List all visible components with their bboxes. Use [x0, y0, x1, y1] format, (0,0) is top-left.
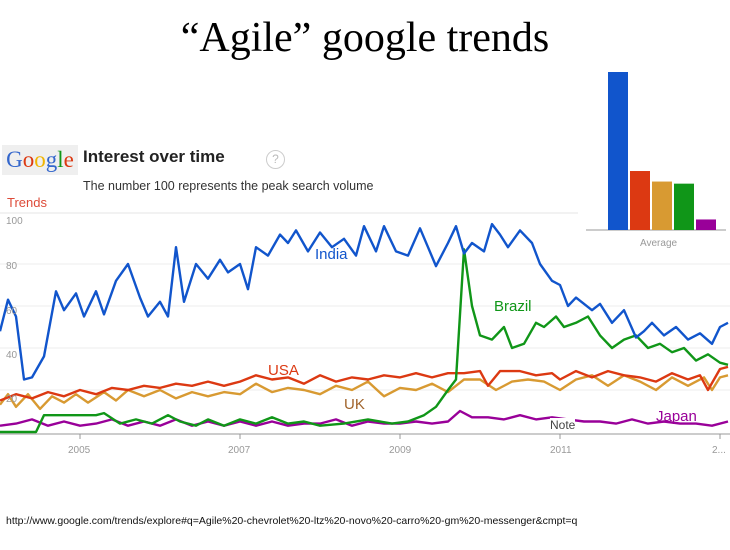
series-line-usa [0, 365, 729, 402]
x-tick-label: 2... [712, 445, 726, 456]
y-tick-label: 40 [6, 350, 18, 361]
series-label-japan: Japan [656, 408, 697, 425]
average-label: Average [640, 238, 678, 249]
bar-uk [652, 181, 672, 230]
note-annotation[interactable]: Note [550, 418, 576, 432]
x-tick-label: 2005 [68, 445, 91, 456]
y-tick-label: 20 [6, 394, 18, 405]
y-tick-label: 100 [6, 216, 23, 227]
y-tick-label: 60 [6, 306, 18, 317]
y-tick-label: 80 [6, 261, 18, 272]
x-tick-label: 2011 [550, 445, 572, 456]
x-tick-label: 2007 [228, 445, 251, 456]
series-line-uk [0, 374, 729, 411]
series-label-india: India [315, 246, 348, 263]
bar-japan [696, 219, 716, 230]
slide-title: “Agile” google trends [180, 15, 550, 61]
trends-label: Trends [7, 195, 47, 210]
google-trends-logo[interactable]: Google [2, 145, 78, 175]
bar-brazil [674, 183, 694, 230]
chart-title: Interest over time [83, 147, 225, 166]
series-line-brazil [0, 248, 729, 434]
help-icon[interactable]: ? [266, 150, 285, 169]
average-bar-chart [578, 60, 730, 232]
x-tick-label: 2009 [389, 445, 412, 456]
source-url[interactable]: http://www.google.com/trends/explore#q=A… [6, 515, 578, 527]
series-label-uk: UK [344, 396, 365, 413]
series-line-japan [0, 409, 729, 427]
chart-subtitle: The number 100 represents the peak searc… [83, 179, 374, 193]
series-line-india [0, 222, 729, 381]
bar-usa [630, 171, 650, 230]
bar-india [608, 72, 628, 230]
series-label-brazil: Brazil [494, 298, 532, 315]
series-label-usa: USA [268, 362, 299, 379]
